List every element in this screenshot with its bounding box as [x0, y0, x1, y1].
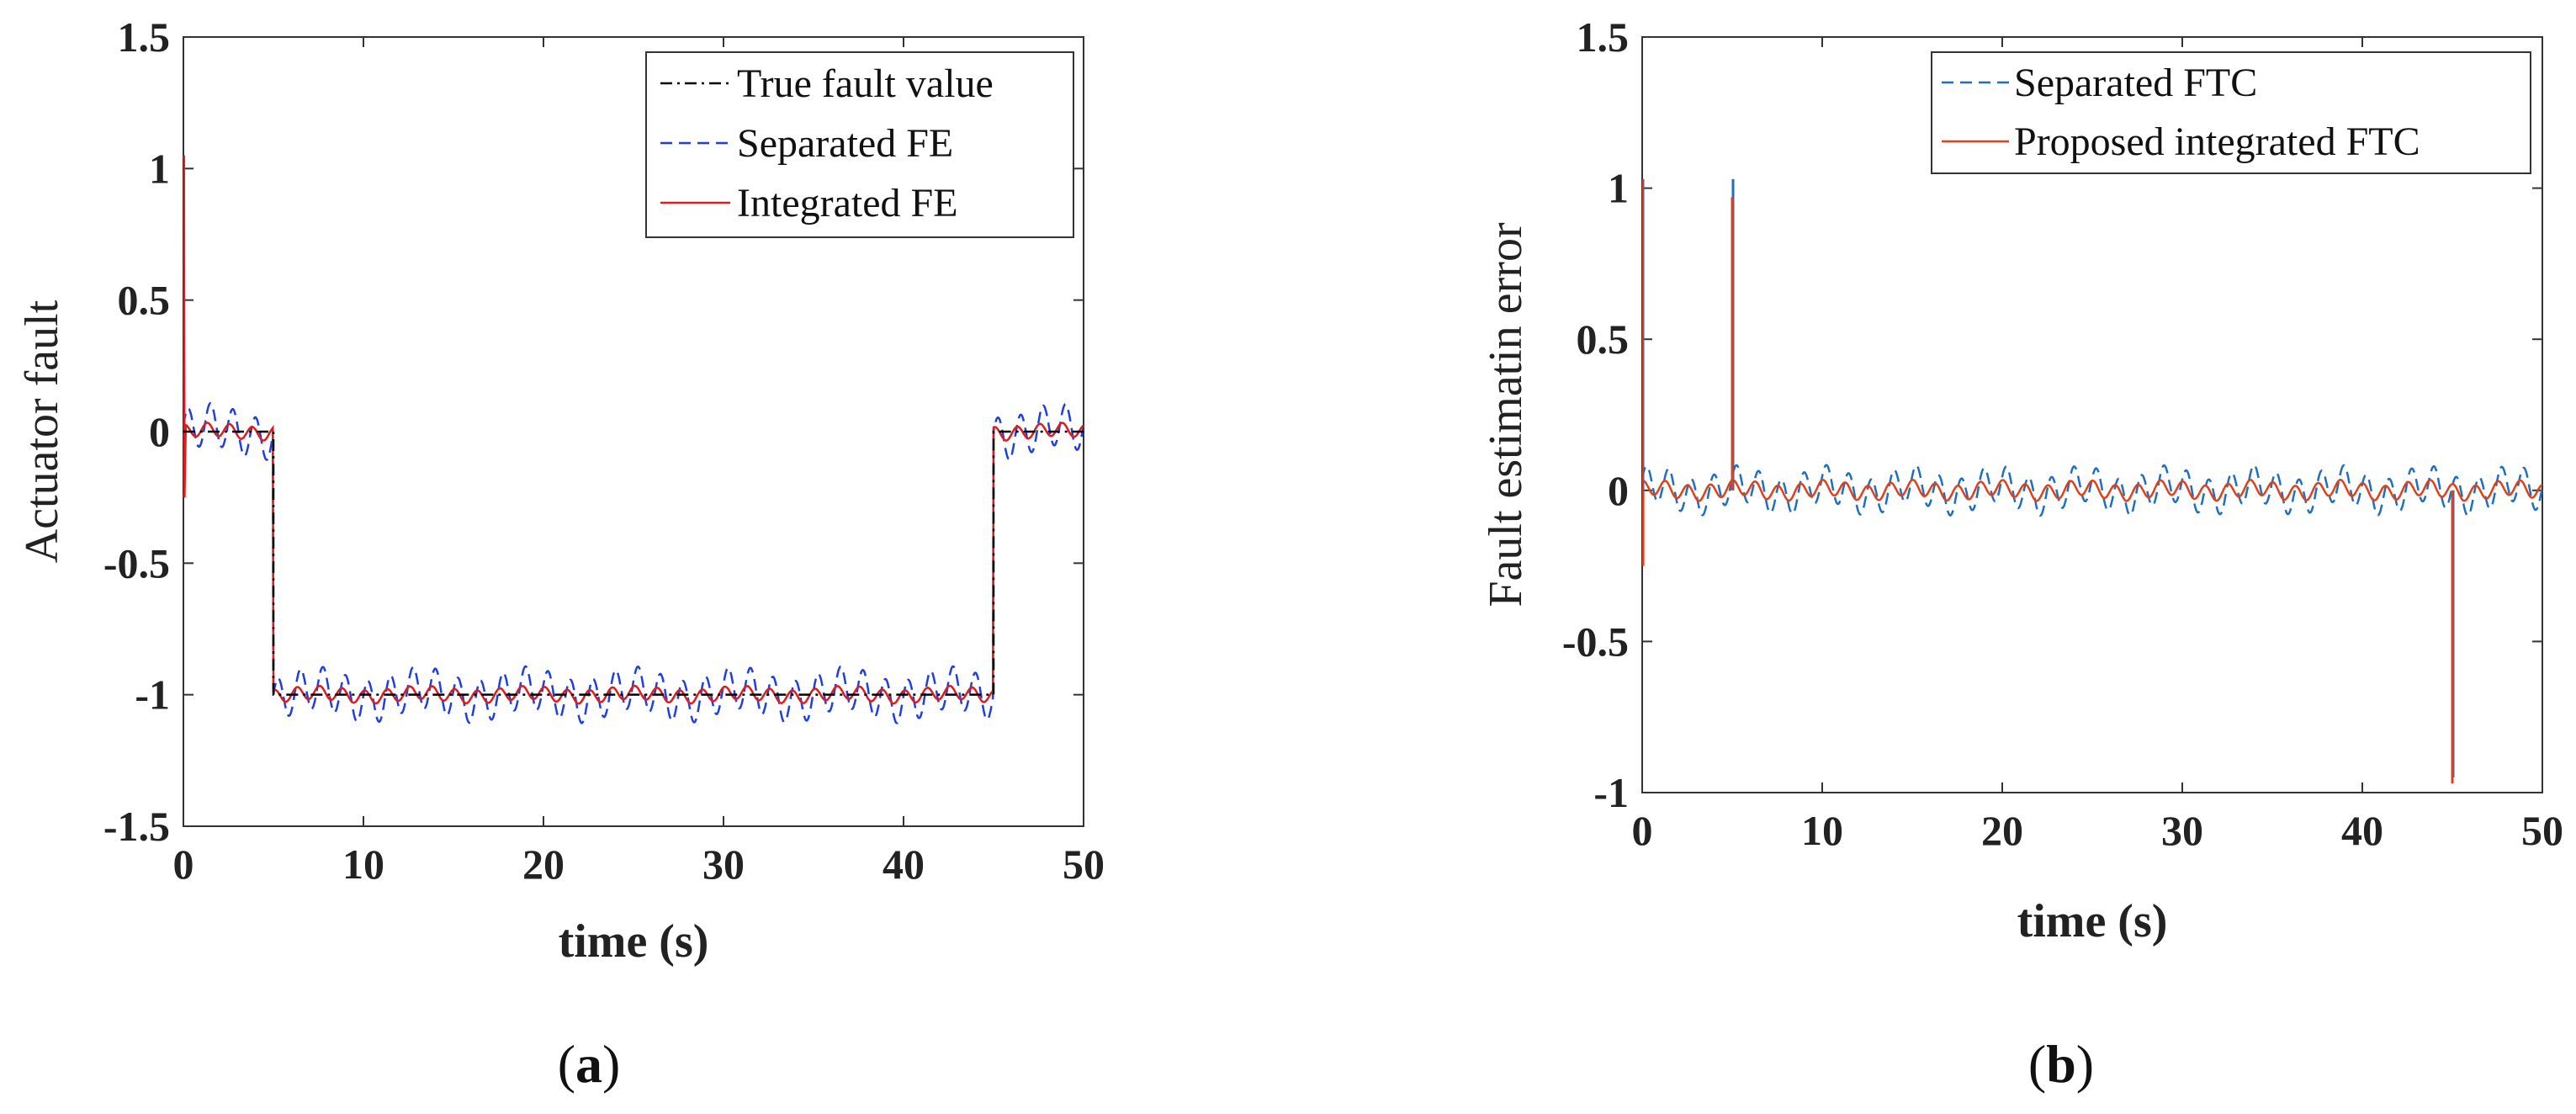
y-tick-label-a: -1.5: [103, 803, 170, 850]
panel-label-b: (b): [2028, 1034, 2094, 1094]
series-integrated-fe: [183, 422, 1084, 705]
y-tick-label-b: -0.5: [1562, 618, 1629, 665]
series-separated-ftc: [1642, 464, 2542, 517]
x-tick-label-a: 20: [522, 841, 564, 888]
legend-label-separated-ftc: Separated FTC: [2014, 61, 2257, 105]
x-tick-label-a: 30: [702, 841, 745, 888]
y-axis-title-a: Actuator fault: [16, 300, 68, 563]
x-axis-title-a: time (s): [559, 915, 709, 968]
legend-label-true-fault: True fault value: [737, 61, 994, 106]
x-tick-label-b: 20: [1981, 807, 2023, 854]
y-tick-label-a: 1.5: [118, 13, 171, 61]
y-tick-label-a: 0: [149, 408, 170, 455]
spike-integrated-fe: [183, 155, 188, 498]
x-tick-label-b: 0: [1632, 807, 1653, 854]
chart-panel-b: 0 10 20 30 40 50 -1 -0.5 0 0.5 1 1.5 time (s) Fault…: [1480, 13, 2563, 947]
legend-b: Separated FTC Proposed integrated FTC: [1931, 51, 2531, 174]
panel-label-a: (a): [558, 1034, 621, 1094]
x-tick-label-a: 10: [342, 841, 384, 888]
y-tick-label-a: -1: [135, 671, 170, 719]
legend-label-proposed-ftc: Proposed integrated FTC: [2014, 119, 2420, 164]
axis-tick-labels-a: 0 10 20 30 40 50 -1.5 -1 -0.5 0 0.5 1 1.5: [103, 13, 1105, 888]
series-separated-fe: [183, 401, 1084, 724]
x-axis-title-b: time (s): [2017, 895, 2168, 947]
y-tick-label-a: -0.5: [103, 539, 170, 586]
legend-label-integrated-fe: Integrated FE: [737, 181, 958, 225]
chart-panel-a: 0 10 20 30 40 50 -1.5 -1 -0.5 0 0.5 1 1.5 time (s) A…: [16, 13, 1105, 968]
x-tick-label-a: 50: [1063, 841, 1105, 888]
y-tick-label-b: 1: [1608, 165, 1629, 212]
legend-label-separated-fe: Separated FE: [737, 121, 953, 166]
y-tick-label-b: 0: [1608, 467, 1629, 514]
series-group-a: [183, 155, 1084, 724]
series-proposed-ftc: [1642, 478, 2542, 502]
legend-a: True fault value Separated FE Integrated…: [645, 51, 1074, 238]
x-tick-label-a: 0: [173, 841, 194, 888]
x-tick-label-b: 10: [1801, 807, 1843, 854]
series-group-b: [1642, 178, 2542, 784]
legend-box-b: [1931, 51, 2531, 174]
x-tick-label-a: 40: [883, 841, 925, 888]
series-true-fault: [183, 430, 1084, 696]
y-tick-label-b: 1.5: [1577, 13, 1630, 61]
y-axis-title-b: Fault estimatin error: [1480, 222, 1532, 607]
x-tick-label-b: 50: [2521, 807, 2563, 854]
x-tick-label-b: 40: [2341, 807, 2383, 854]
y-tick-label-a: 0.5: [118, 277, 171, 324]
y-tick-label-b: 0.5: [1577, 316, 1630, 363]
y-tick-label-b: -1: [1593, 769, 1629, 816]
axis-tick-labels-b: 0 10 20 30 40 50 -1 -0.5 0 0.5 1 1.5: [1562, 13, 2563, 854]
y-tick-label-a: 1: [149, 145, 170, 192]
x-tick-label-b: 30: [2161, 807, 2203, 854]
